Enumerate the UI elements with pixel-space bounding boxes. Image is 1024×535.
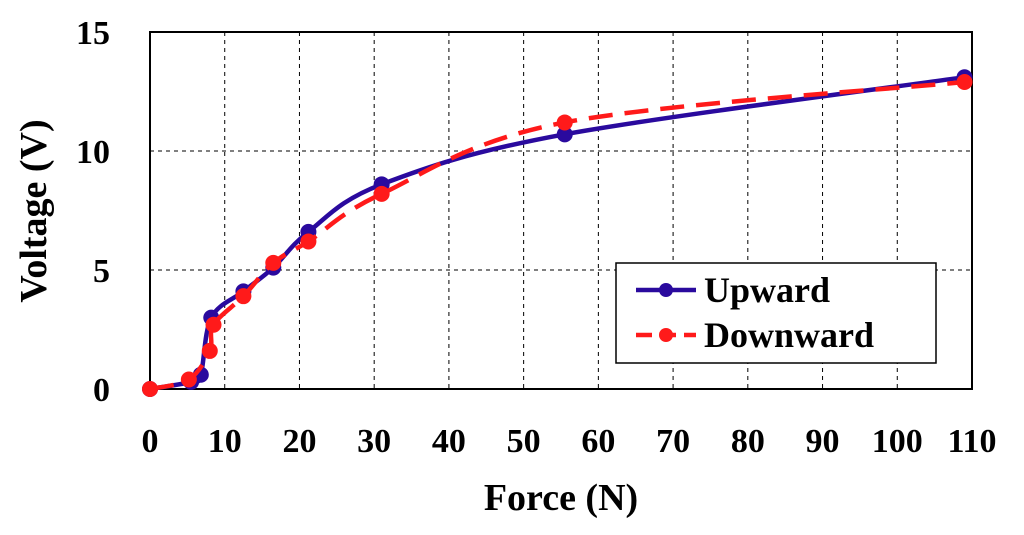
x-tick-label: 40 [432,423,466,460]
data-point-downward [235,288,252,305]
series-layer [142,69,973,397]
data-point-downward [142,381,158,397]
data-point-downward [300,233,317,250]
data-point-downward [373,185,390,202]
x-tick-label: 20 [282,423,316,460]
x-tick-label: 110 [947,423,996,460]
legend-marker-downward [659,328,673,342]
plot-frame [149,31,973,390]
x-tick-label: 10 [208,423,242,460]
x-axis-title: Force (N) [484,477,638,519]
legend-label-downward: Downward [704,315,874,355]
data-point-downward [180,371,197,388]
data-point-downward [201,342,218,359]
x-tick-label: 100 [872,423,923,460]
legend-marker-upward [659,283,673,297]
x-tick-label: 80 [731,423,765,460]
data-point-downward [556,114,573,131]
data-point-downward [205,316,222,333]
y-tick-label: 10 [76,134,110,171]
x-tick-label: 0 [142,423,159,460]
x-tick-label: 90 [806,423,840,460]
x-tick-labels: 0 10 20 30 40 50 60 70 80 90 100 110 [142,423,997,460]
y-tick-labels: 0 5 10 15 [76,15,110,409]
x-tick-label: 50 [507,423,541,460]
data-point-downward [265,254,282,271]
x-tick-label: 70 [656,423,690,460]
legend: Upward Downward [615,262,937,364]
x-tick-label: 30 [357,423,391,460]
y-tick-label: 0 [93,372,110,409]
legend-label-upward: Upward [704,270,830,310]
legend-box [615,262,937,364]
y-axis-title: Voltage (V) [13,119,55,302]
data-point-downward [956,73,973,90]
x-tick-label: 60 [581,423,615,460]
data-point-upward [556,126,573,143]
y-tick-label: 15 [76,15,110,52]
y-tick-label: 5 [93,253,110,290]
